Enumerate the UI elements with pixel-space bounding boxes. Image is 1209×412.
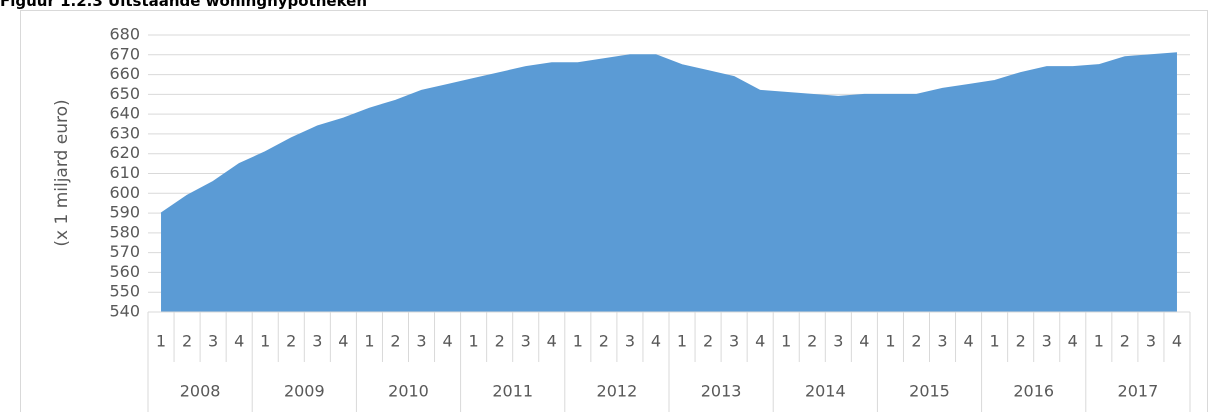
area-fill (161, 52, 1177, 313)
x-tick-label: 1 (573, 332, 583, 351)
x-tick-label: 2 (495, 332, 505, 351)
x-tick-label: 2 (390, 332, 400, 351)
x-group-label: 2008 (180, 382, 221, 401)
x-tick-label: 2 (911, 332, 921, 351)
x-group-label: 2012 (597, 382, 638, 401)
x-tick-label: 4 (234, 332, 244, 351)
x-tick-label: 2 (703, 332, 713, 351)
x-tick-label: 3 (416, 332, 426, 351)
x-tick-label: 2 (599, 332, 609, 351)
x-group-label: 2009 (284, 382, 325, 401)
x-tick-label: 3 (312, 332, 322, 351)
x-tick-label: 3 (521, 332, 531, 351)
x-tick-label: 1 (781, 332, 791, 351)
x-tick-label: 2 (286, 332, 296, 351)
chart-title: Figuur 1.2.3 Uitstaande woninghypotheken (0, 0, 367, 10)
y-tick-label: 670 (109, 44, 140, 63)
x-tick-label: 1 (990, 332, 1000, 351)
x-tick-label: 4 (755, 332, 765, 351)
x-tick-label: 4 (547, 332, 557, 351)
x-group-label: 2011 (492, 382, 533, 401)
y-tick-label: 620 (109, 143, 140, 162)
x-tick-label: 4 (1068, 332, 1078, 351)
x-tick-label: 1 (885, 332, 895, 351)
x-group-label: 2015 (909, 382, 950, 401)
x-group-label: 2014 (805, 382, 846, 401)
y-tick-label: 630 (109, 123, 140, 142)
x-tick-label: 2 (807, 332, 817, 351)
y-tick-label: 580 (109, 222, 140, 241)
x-tick-label: 3 (625, 332, 635, 351)
y-tick-label: 650 (109, 84, 140, 103)
x-group-label: 2010 (388, 382, 429, 401)
x-tick-label: 4 (859, 332, 869, 351)
x-tick-label: 4 (963, 332, 973, 351)
x-tick-label: 4 (651, 332, 661, 351)
area-line (160, 52, 1178, 214)
y-tick-label: 600 (109, 183, 140, 202)
x-tick-label: 3 (833, 332, 843, 351)
x-tick-label: 4 (338, 332, 348, 351)
y-tick-label: 660 (109, 64, 140, 83)
x-tick-label: 4 (1172, 332, 1182, 351)
y-tick-label: 550 (109, 282, 140, 301)
x-tick-label: 1 (260, 332, 270, 351)
x-tick-label: 2 (1120, 332, 1130, 351)
y-tick-label: 540 (109, 302, 140, 321)
x-tick-label: 1 (677, 332, 687, 351)
y-tick-label: 590 (109, 203, 140, 222)
y-tick-label: 610 (109, 163, 140, 182)
x-tick-label: 1 (156, 332, 166, 351)
y-tick-label: 560 (109, 262, 140, 281)
x-group-label: 2013 (701, 382, 742, 401)
x-tick-label: 3 (1042, 332, 1052, 351)
chart-border (20, 10, 1208, 412)
y-axis-title: (x 1 miljard euro) (52, 99, 72, 246)
y-tick-label: 640 (109, 104, 140, 123)
x-tick-label: 3 (937, 332, 947, 351)
x-tick-label: 3 (729, 332, 739, 351)
x-group-label: 2016 (1013, 382, 1054, 401)
x-group-label: 2017 (1118, 382, 1159, 401)
y-tick-label: 570 (109, 242, 140, 261)
x-tick-label: 2 (182, 332, 192, 351)
x-tick-label: 3 (1146, 332, 1156, 351)
x-tick-label: 1 (364, 332, 374, 351)
x-tick-label: 2 (1016, 332, 1026, 351)
x-tick-label: 1 (1094, 332, 1104, 351)
y-tick-label: 680 (109, 25, 140, 44)
x-tick-label: 4 (442, 332, 452, 351)
x-tick-label: 1 (469, 332, 479, 351)
x-tick-label: 3 (208, 332, 218, 351)
